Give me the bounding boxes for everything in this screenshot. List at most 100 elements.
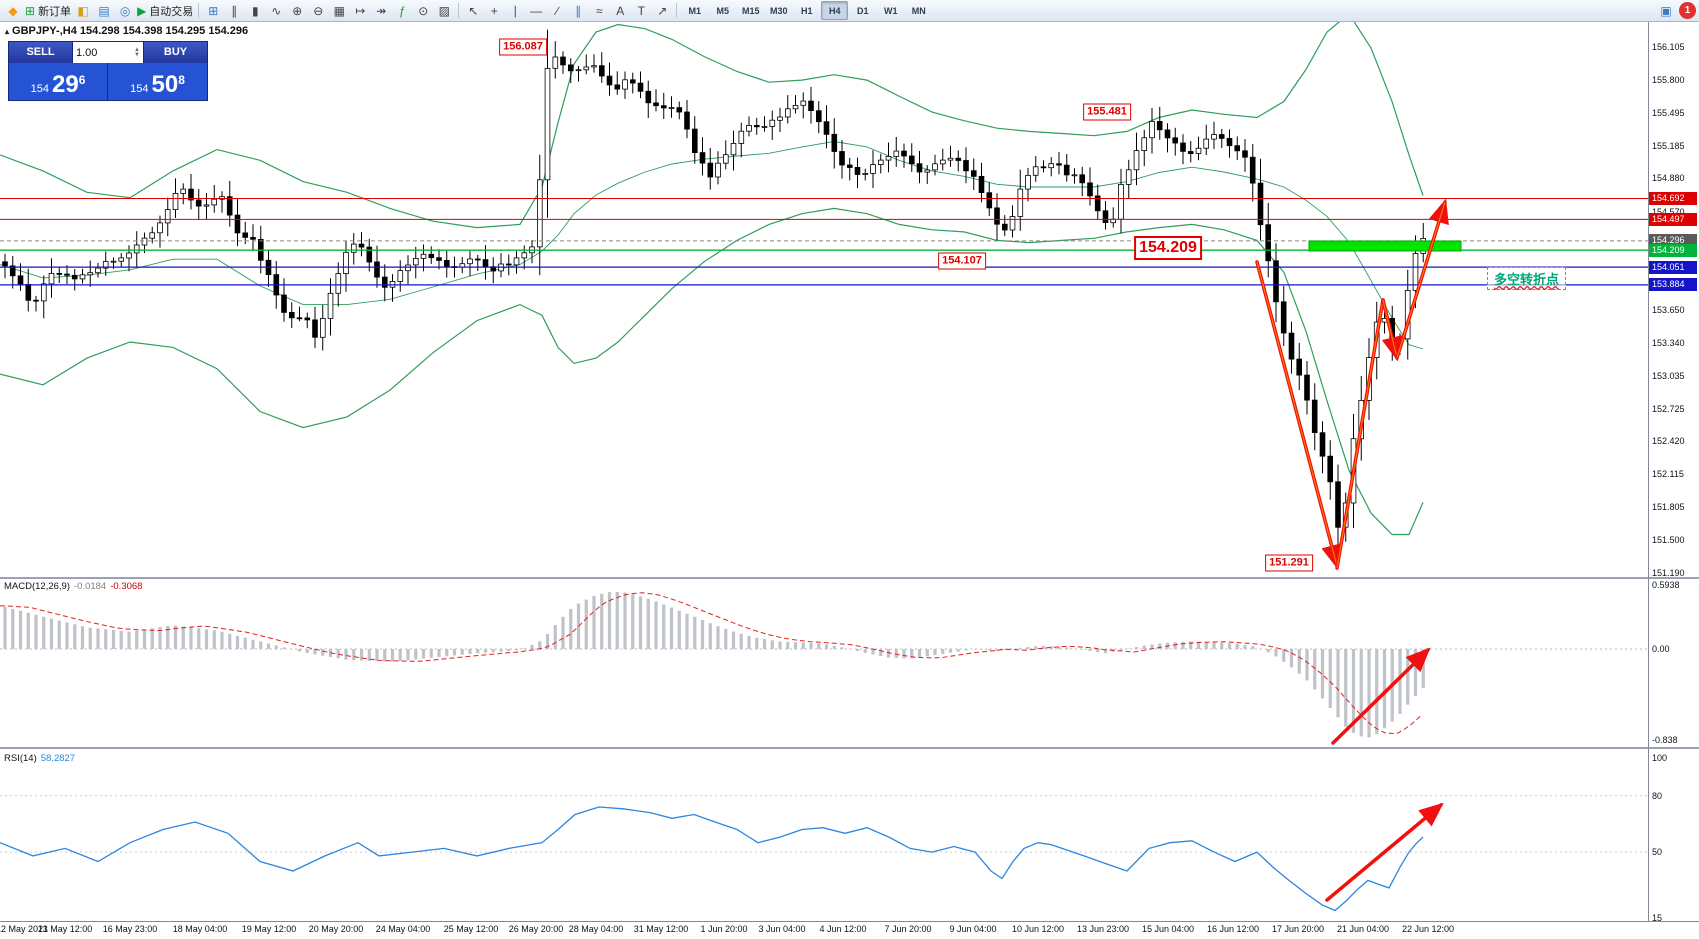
- channel-icon[interactable]: ∥: [568, 1, 588, 21]
- cursor-icon[interactable]: ↖: [463, 1, 483, 21]
- horizontal-line-icon: ―: [530, 3, 543, 18]
- zoom-in-icon[interactable]: ⊕: [287, 1, 307, 21]
- arrows-icon[interactable]: ↗: [652, 1, 672, 21]
- price-callout-155.481[interactable]: 155.481: [1083, 103, 1131, 121]
- horizontal-line-icon[interactable]: ―: [526, 1, 546, 21]
- time-axis-label: 15 Jun 04:00: [1141, 924, 1195, 934]
- time-axis-label: 26 May 20:00: [508, 924, 564, 934]
- price-marker-154.209: 154.209: [1649, 243, 1697, 257]
- sell-button[interactable]: SELL: [9, 42, 72, 63]
- price-callout-151.291[interactable]: 151.291: [1265, 554, 1313, 572]
- time-axis-label: 3 Jun 04:00: [758, 924, 806, 934]
- chart-shift-icon: ↠: [376, 3, 387, 18]
- buy-button[interactable]: BUY: [144, 42, 207, 63]
- crosshair-icon[interactable]: +: [484, 1, 504, 21]
- candles-series: [2, 29, 1427, 563]
- volume-input[interactable]: 1.00 ▲ ▼: [72, 42, 144, 63]
- price-marker-153.884: 153.884: [1649, 278, 1697, 292]
- price-marker-154.692: 154.692: [1649, 192, 1697, 206]
- time-axis-label: 21 Jun 04:00: [1336, 924, 1390, 934]
- timeframe-m5-button[interactable]: M5: [716, 5, 730, 16]
- templates-icon[interactable]: ▨: [434, 1, 454, 21]
- chat-icon[interactable]: ▣: [1656, 1, 1676, 21]
- fibonacci-icon[interactable]: ≈: [589, 1, 609, 21]
- timeframe-h1-button[interactable]: H1: [801, 5, 813, 16]
- auto-scroll-icon: ↦: [355, 3, 366, 18]
- price-axis-label: 154.570: [1652, 206, 1685, 217]
- volume-spinner[interactable]: ▲ ▼: [134, 46, 140, 58]
- text-icon[interactable]: A: [610, 1, 630, 21]
- market-watch-icon[interactable]: ◧: [73, 1, 93, 21]
- new-order-button-label: 新订单: [38, 5, 72, 18]
- symbol-info: ▴ GBPJPY-,H4 154.298 154.398 154.295 154.…: [5, 25, 248, 37]
- bid-prefix: 154: [30, 83, 49, 95]
- new-chart-icon[interactable]: ⊞: [203, 1, 223, 21]
- indicators-icon[interactable]: ƒ: [392, 1, 412, 21]
- trendline-icon[interactable]: ∕: [547, 1, 567, 21]
- timeframe-m30-button[interactable]: M30: [770, 5, 788, 16]
- navigator-icon: ◎: [119, 3, 131, 18]
- toolbar-separator: [198, 3, 200, 18]
- timeframe-h4-button[interactable]: H4: [821, 1, 849, 20]
- chart-shift-icon[interactable]: ↠: [371, 1, 391, 21]
- timeframe-mn-button[interactable]: MN: [911, 5, 926, 16]
- price-axis-label: 151.190: [1652, 567, 1685, 578]
- price-axis-label: 152.725: [1652, 403, 1685, 414]
- chat-icon: ▣: [1660, 3, 1672, 18]
- annotation-turning-point[interactable]: 多空转折点: [1487, 267, 1567, 290]
- time-axis-label: 13 Jun 23:00: [1076, 924, 1130, 934]
- macd-value-signal: -0.3068: [110, 581, 143, 592]
- autotrading-button[interactable]: ▶ 自动交易: [136, 1, 194, 21]
- bid-price-button[interactable]: 154 29 6: [9, 63, 108, 100]
- price-callout-154.209[interactable]: 154.209: [1134, 236, 1202, 260]
- trend-arrows[interactable]: [1255, 198, 1449, 902]
- notifications-badge[interactable]: 1: [1679, 2, 1696, 19]
- tile-windows-icon[interactable]: ▦: [329, 1, 349, 21]
- timeframe-m1-button[interactable]: M1: [688, 5, 702, 16]
- periods-icon[interactable]: ⊙: [413, 1, 433, 21]
- bar-chart-icon[interactable]: ∥: [224, 1, 244, 21]
- app-logo-icon[interactable]: ◆: [3, 1, 23, 21]
- timeframe-w1-button[interactable]: W1: [884, 5, 898, 16]
- macd-signal-line: [0, 592, 1423, 734]
- navigator-icon[interactable]: ◎: [115, 1, 135, 21]
- price-axis-label: 152.420: [1652, 436, 1685, 447]
- cursor-icon: ↖: [468, 3, 479, 18]
- auto-scroll-icon[interactable]: ↦: [350, 1, 370, 21]
- ask-price-button[interactable]: 154 50 8: [108, 63, 207, 100]
- data-window-icon[interactable]: ▤: [94, 1, 114, 21]
- rsi-name: RSI(14): [4, 753, 37, 764]
- toolbar-separator: [676, 3, 678, 18]
- new-order-button[interactable]: ⊞ 新订单: [24, 1, 72, 21]
- price-callout-156.087[interactable]: 156.087: [499, 38, 547, 56]
- line-chart-icon[interactable]: ∿: [266, 1, 286, 21]
- time-axis-label: 13 May 12:00: [37, 924, 93, 934]
- price-marker-154.051: 154.051: [1649, 260, 1697, 274]
- symbol-ohlc-text: GBPJPY-,H4 154.298 154.398 154.295 154.2…: [12, 25, 249, 37]
- market-watch-icon: ◧: [77, 3, 89, 18]
- time-axis[interactable]: [0, 922, 1699, 939]
- support-zone-rectangle[interactable]: [1308, 240, 1462, 252]
- collapse-icon[interactable]: ▴: [5, 27, 10, 36]
- macd-histogram: [3, 592, 1425, 738]
- timeframe-m15-button[interactable]: M15: [742, 5, 760, 16]
- text-icon: A: [616, 3, 625, 18]
- macd-axis-label: 0.00: [1652, 644, 1670, 654]
- horizontal-level-lines[interactable]: [0, 198, 1648, 286]
- time-axis-label: 16 Jun 12:00: [1206, 924, 1260, 934]
- new-order-icon: ⊞: [25, 3, 36, 18]
- label-icon: T: [637, 3, 645, 18]
- price-axis-label: 153.035: [1652, 370, 1685, 381]
- label-icon[interactable]: T: [631, 1, 651, 21]
- ask-pipette: 8: [178, 73, 185, 87]
- tile-windows-icon: ▦: [333, 3, 345, 18]
- candlestick-icon[interactable]: ▮: [245, 1, 265, 21]
- rsi-axis-label: 50: [1652, 847, 1663, 858]
- price-callout-154.107[interactable]: 154.107: [938, 252, 986, 270]
- bollinger-bands: [0, 12, 1424, 536]
- zoom-out-icon[interactable]: ⊖: [308, 1, 328, 21]
- one-click-trading-widget: SELL 1.00 ▲ ▼ BUY 154 29 6 154 50 8: [8, 41, 208, 101]
- price-axis-label: 152.115: [1652, 469, 1684, 480]
- vertical-line-icon[interactable]: ∣: [505, 1, 525, 21]
- timeframe-d1-button[interactable]: D1: [857, 5, 869, 16]
